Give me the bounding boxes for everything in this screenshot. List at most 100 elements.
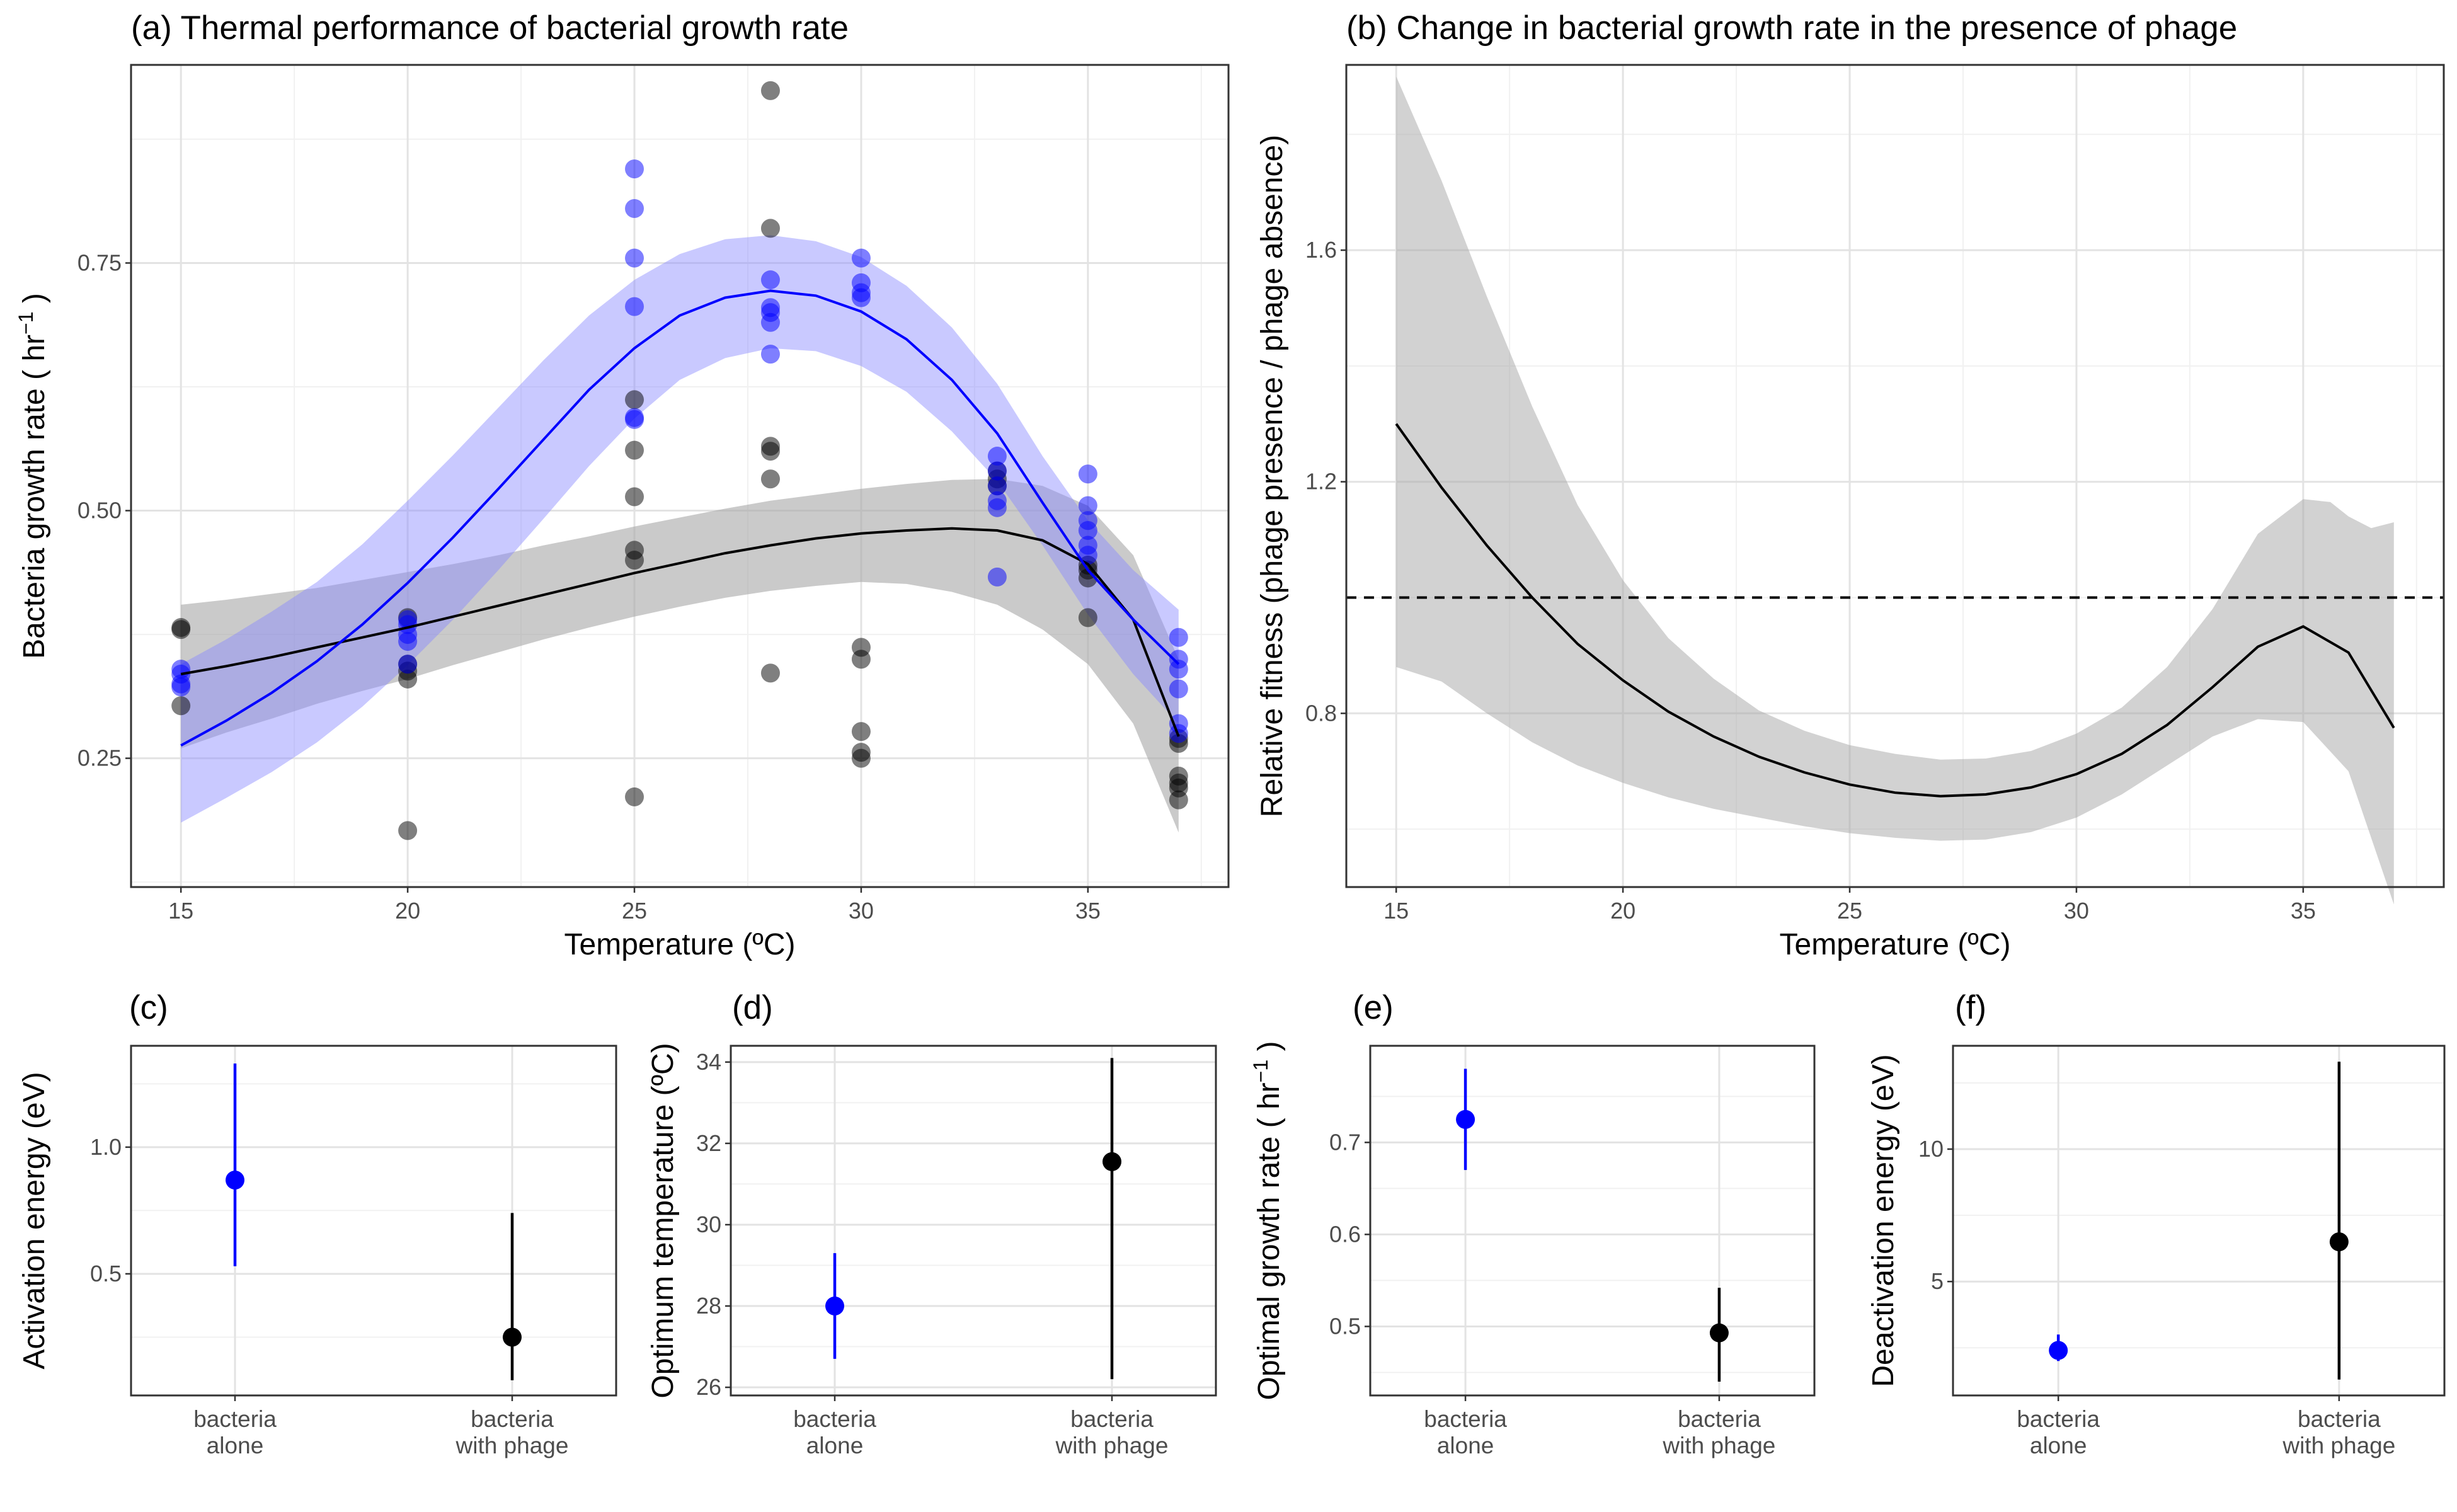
- x-tick-label: 30: [849, 898, 874, 924]
- data-point-alone: [760, 270, 780, 290]
- plot-background: [1953, 1046, 2444, 1395]
- estimate-point-with-phage: [1102, 1152, 1121, 1171]
- data-point-with-phage: [851, 748, 871, 768]
- data-point-alone: [1078, 496, 1097, 515]
- data-point-with-phage: [1078, 608, 1097, 627]
- x-tick-label: 35: [1075, 898, 1101, 924]
- y-tick-label: 10: [1918, 1136, 1944, 1162]
- x-tick-label: 20: [1610, 898, 1635, 924]
- y-tick-label: 0.7: [1329, 1129, 1361, 1155]
- y-tick-label: 0.5: [90, 1261, 122, 1286]
- panel-border: [1952, 1045, 2446, 1397]
- data-point-with-phage: [851, 722, 871, 742]
- fit-line: [1395, 423, 2395, 798]
- y-axis-label: Relative fitness (phage presence / phage…: [1256, 135, 1289, 817]
- y-tick-label: 26: [696, 1374, 721, 1400]
- data-point-alone: [171, 677, 191, 697]
- y-tick-label: 0.25: [77, 745, 122, 771]
- y-axis-label-superscript: −1: [14, 311, 37, 334]
- y-axis-label: Optimum temperature (ºC): [646, 1043, 680, 1398]
- data-point-with-phage: [760, 81, 780, 100]
- y-tick-label: 1.6: [1305, 237, 1337, 263]
- data-point-alone: [1169, 627, 1188, 647]
- data-point-alone: [987, 567, 1007, 587]
- data-point-alone: [398, 655, 418, 674]
- panel-border: [1369, 1045, 1816, 1397]
- data-point-with-phage: [760, 442, 780, 461]
- y-tick-label: 34: [696, 1049, 721, 1075]
- data-point-with-phage: [625, 390, 644, 410]
- x-category-label-line: bacteria: [471, 1406, 554, 1432]
- data-point-alone: [1169, 679, 1188, 699]
- estimate-point-with-phage: [502, 1327, 522, 1347]
- panel-border: [130, 64, 1230, 888]
- data-point-with-phage: [398, 821, 418, 840]
- y-tick-label: 30: [696, 1211, 721, 1237]
- data-point-alone: [987, 476, 1007, 496]
- panel-b: (b) Change in bacterial growth rate in t…: [1256, 9, 2445, 961]
- x-category-label: bacteria with phage: [1662, 1406, 1775, 1458]
- y-axis-label-superscript: −1: [1249, 1060, 1272, 1082]
- x-category-label: bacteria with phage: [1055, 1406, 1169, 1458]
- panel-border: [130, 1045, 617, 1397]
- panel-title: (e): [1353, 989, 1394, 1026]
- y-tick-label: 0.6: [1329, 1221, 1361, 1247]
- y-tick-label: 28: [696, 1293, 721, 1319]
- y-axis-label-text: Activation energy (eV): [18, 1072, 51, 1369]
- x-category-label-line: with phage: [1055, 1433, 1169, 1458]
- data-point-with-phage: [1169, 790, 1188, 810]
- data-point-alone: [760, 312, 780, 332]
- data-point-alone: [851, 248, 871, 268]
- fit-line-with-phage: [180, 527, 1180, 737]
- estimate-point-alone: [226, 1171, 245, 1190]
- x-category-label-line: bacteria: [793, 1406, 876, 1432]
- data-point-with-phage: [760, 219, 780, 238]
- y-tick-label: 32: [696, 1130, 721, 1156]
- data-point-with-phage: [851, 650, 871, 669]
- y-tick-label: 0.5: [1329, 1313, 1361, 1339]
- data-point-with-phage: [625, 440, 644, 460]
- y-axis-label: Bacteria growth rate ( hr−1 ): [14, 293, 51, 659]
- x-category-label-line: bacteria: [2017, 1406, 2100, 1432]
- data-point-alone: [398, 632, 418, 651]
- data-point-with-phage: [760, 469, 780, 489]
- data-point-alone: [625, 410, 644, 429]
- panel-title: (d): [732, 989, 773, 1026]
- panel-border: [730, 1045, 1217, 1397]
- y-axis-label: Activation energy (eV): [18, 1072, 51, 1369]
- y-tick-label: 5: [1931, 1268, 1944, 1294]
- x-axis-label: Temperature (ºC): [564, 928, 796, 961]
- ci-band-with-phage: [181, 479, 1179, 833]
- x-category-label-line: with phage: [1662, 1433, 1775, 1458]
- x-category-label-line: alone: [207, 1433, 264, 1458]
- plot-background: [1370, 1046, 1814, 1395]
- x-tick-label: 25: [622, 898, 647, 924]
- x-category-label-line: alone: [2030, 1433, 2087, 1458]
- panel-a: (a) Thermal performance of bacterial gro…: [14, 9, 1230, 961]
- x-category-label-line: alone: [806, 1433, 864, 1458]
- estimate-point-alone: [1456, 1109, 1475, 1129]
- x-tick-label: 25: [1837, 898, 1862, 924]
- data-point-alone: [987, 461, 1007, 481]
- plot-background: [131, 65, 1228, 887]
- plot-background: [131, 1046, 616, 1395]
- x-category-label-line: bacteria: [1070, 1406, 1154, 1432]
- x-category-label-line: alone: [1437, 1433, 1494, 1458]
- y-axis-label-text: Optimum temperature (ºC): [646, 1043, 680, 1398]
- panel-title: (c): [129, 989, 168, 1026]
- panel-title: (a) Thermal performance of bacterial gro…: [131, 9, 849, 47]
- x-axis-label: Temperature (ºC): [1780, 928, 2011, 961]
- x-category-label: bacteria alone: [193, 1406, 277, 1458]
- y-tick-label: 0.8: [1305, 700, 1337, 726]
- y-tick-label: 0.75: [77, 249, 122, 275]
- y-tick-label: 1.2: [1305, 469, 1337, 495]
- x-category-label: bacteria with phage: [455, 1406, 569, 1458]
- y-axis-label-text: Relative fitness (phage presence / phage…: [1256, 135, 1289, 817]
- x-tick-label: 20: [395, 898, 420, 924]
- estimate-point-alone: [2049, 1341, 2068, 1360]
- y-axis-label-text: Deactivation energy (eV): [1867, 1054, 1900, 1387]
- x-category-label-line: bacteria: [2298, 1406, 2381, 1432]
